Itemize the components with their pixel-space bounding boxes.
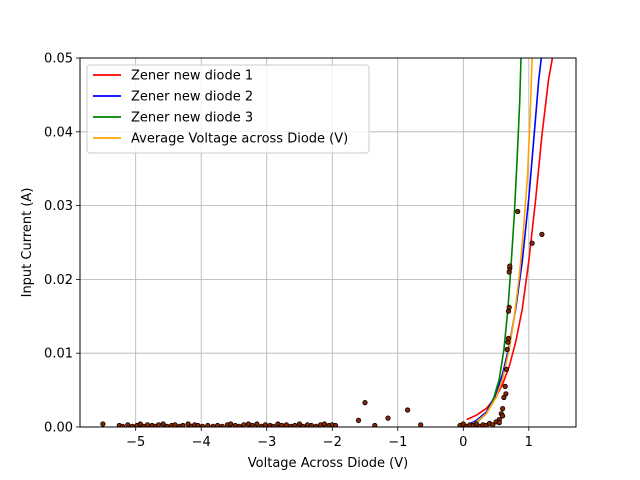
y-axis-label: Input Current (A) (20, 188, 35, 298)
x-tick-label: 1 (525, 435, 533, 450)
data-point (355, 417, 362, 423)
data-point (372, 422, 378, 427)
data-point (228, 421, 234, 427)
data-point (205, 422, 211, 427)
data-point (300, 423, 306, 427)
data-point (499, 413, 506, 419)
data-point (144, 422, 151, 427)
data-point (292, 422, 298, 427)
x-axis: −5 −4 −3 −2 −1 0 1 (126, 427, 533, 450)
data-point (236, 423, 242, 427)
y-tick-label: 0.02 (44, 273, 73, 288)
series-line (466, 58, 554, 421)
legend-label: Average Voltage across Diode (V) (131, 132, 348, 147)
x-tick-label: −3 (257, 435, 276, 450)
legend-box (86, 64, 370, 154)
data-point (199, 423, 206, 427)
x-tick-label: 0 (459, 435, 467, 450)
data-point (529, 240, 535, 246)
x-tick-label: −4 (192, 435, 211, 450)
y-tick-label: 0.01 (44, 347, 73, 362)
x-tick-label: −5 (126, 435, 145, 450)
data-point (418, 422, 424, 427)
data-point (332, 422, 339, 427)
data-point (241, 422, 247, 427)
data-point (156, 422, 162, 427)
y-axis: 0.00 0.01 0.02 0.03 0.04 0.05 (44, 52, 80, 436)
axes-frame (79, 57, 577, 428)
y-tick-label: 0.05 (44, 52, 73, 67)
legend-label: Zener new diode 1 (131, 69, 253, 84)
plot-area (100, 58, 554, 427)
legend-label: Zener new diode 2 (131, 90, 253, 105)
legend: Zener new diode 1 Zener new diode 2 Zener … (86, 64, 370, 154)
data-point (496, 419, 502, 426)
x-tick-label: −2 (323, 435, 342, 450)
data-point (503, 366, 510, 372)
data-point (506, 304, 512, 310)
data-point (172, 422, 178, 427)
series-layer (466, 58, 554, 427)
points-layer (100, 208, 545, 427)
x-tick-label: −1 (388, 435, 407, 450)
data-point (160, 421, 166, 427)
y-tick-label: 0.00 (44, 421, 73, 436)
legend-label: Zener new diode 3 (131, 111, 253, 126)
data-point (515, 208, 521, 215)
data-point (180, 422, 186, 427)
data-point (385, 415, 391, 421)
data-point (270, 423, 276, 427)
data-point (313, 423, 319, 427)
data-point (100, 421, 106, 427)
data-point (362, 399, 368, 406)
y-tick-label: 0.04 (44, 125, 73, 140)
data-point (404, 407, 411, 413)
data-point (502, 383, 508, 389)
data-point (120, 423, 126, 427)
data-point (507, 263, 513, 269)
data-point (249, 422, 255, 427)
data-point (262, 422, 268, 427)
data-point (505, 335, 512, 341)
data-point (283, 422, 289, 427)
x-axis-label: Voltage Across Diode (V) (248, 456, 408, 471)
series-line (466, 58, 533, 427)
data-point (254, 421, 260, 427)
data-point (504, 346, 510, 353)
data-point (503, 391, 509, 397)
y-tick-label: 0.03 (44, 199, 73, 214)
data-point (125, 422, 131, 427)
data-point (539, 231, 545, 237)
data-point (321, 421, 327, 427)
data-point (499, 405, 506, 412)
data-point (219, 423, 225, 427)
